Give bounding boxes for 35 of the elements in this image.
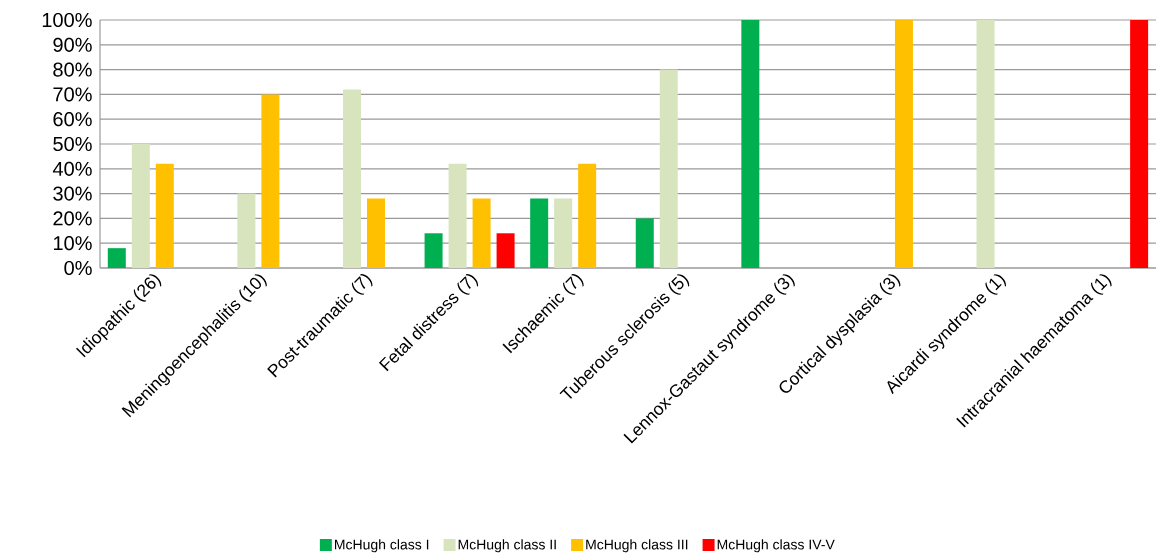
bar bbox=[237, 193, 256, 268]
bar bbox=[472, 198, 491, 268]
bar bbox=[366, 198, 385, 268]
bar bbox=[424, 233, 443, 268]
legend-label: McHugh class I bbox=[335, 539, 429, 553]
y-tick-label: 30% bbox=[53, 186, 92, 201]
bar bbox=[261, 94, 280, 268]
y-tick-label: 80% bbox=[53, 62, 92, 77]
y-tick-label: 70% bbox=[53, 87, 92, 102]
y-tick-label: 10% bbox=[53, 236, 92, 251]
y-tick-label: 20% bbox=[53, 211, 92, 226]
y-tick-label: 0% bbox=[64, 260, 92, 276]
bar bbox=[741, 20, 760, 268]
y-tick-label: 50% bbox=[53, 136, 92, 152]
bar bbox=[448, 163, 467, 268]
bar bbox=[894, 20, 913, 268]
bar bbox=[635, 218, 654, 268]
legend-label: McHugh class III bbox=[586, 539, 688, 553]
y-tick-label: 40% bbox=[52, 161, 92, 176]
legend-label: McHugh class IV-V bbox=[717, 539, 835, 553]
legend-label: McHugh class II bbox=[458, 539, 556, 553]
bar bbox=[1130, 20, 1149, 268]
y-tick-label: 90% bbox=[53, 37, 92, 52]
bar bbox=[659, 69, 678, 268]
bar bbox=[107, 248, 126, 268]
bar bbox=[578, 163, 597, 268]
bar bbox=[496, 233, 515, 268]
bar bbox=[530, 198, 549, 268]
bar bbox=[342, 89, 361, 268]
bar bbox=[554, 198, 573, 268]
bar bbox=[155, 163, 174, 268]
y-tick-label: 60% bbox=[53, 112, 92, 127]
y-tick-label: 100% bbox=[42, 12, 92, 28]
bar bbox=[976, 20, 995, 268]
bar bbox=[131, 144, 150, 268]
